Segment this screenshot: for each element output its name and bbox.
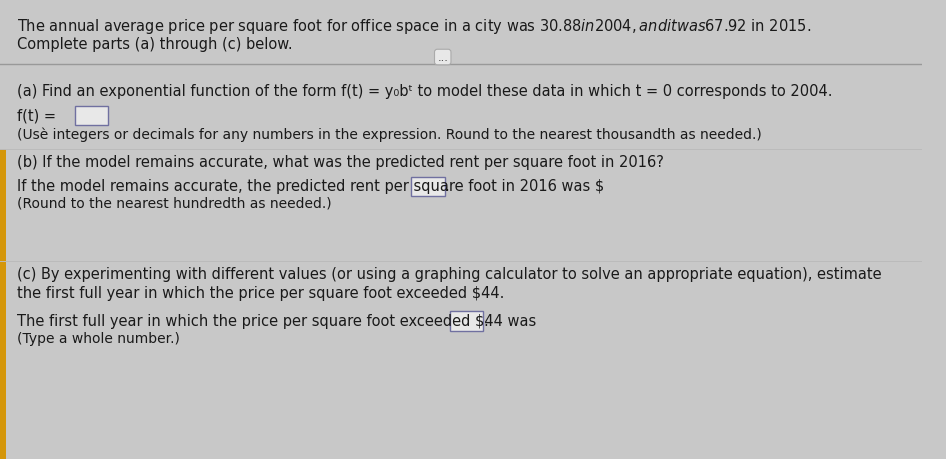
Text: f(t) =: f(t) = bbox=[17, 108, 61, 123]
Text: The annual average price per square foot for office space in a city was $30.88 i: The annual average price per square foot… bbox=[17, 17, 811, 36]
Text: The first full year in which the price per square foot exceeded $44 was: The first full year in which the price p… bbox=[17, 313, 535, 328]
Text: (Usè integers or decimals for any numbers in the expression. Round to the neares: (Usè integers or decimals for any number… bbox=[17, 128, 762, 142]
FancyBboxPatch shape bbox=[412, 178, 445, 197]
Text: .: . bbox=[445, 179, 449, 194]
Text: Complete parts (a) through (c) below.: Complete parts (a) through (c) below. bbox=[17, 37, 292, 52]
Text: (b) If the model remains accurate, what was the predicted rent per square foot i: (b) If the model remains accurate, what … bbox=[17, 155, 663, 170]
Bar bbox=[0, 150, 6, 262]
Text: If the model remains accurate, the predicted rent per square foot in 2016 was $: If the model remains accurate, the predi… bbox=[17, 179, 604, 194]
Text: (Round to the nearest hundredth as needed.): (Round to the nearest hundredth as neede… bbox=[17, 196, 331, 210]
Bar bbox=[0, 262, 6, 459]
Text: (Type a whole number.): (Type a whole number.) bbox=[17, 331, 180, 345]
Text: (a) Find an exponential function of the form f(t) = y₀bᵗ to model these data in : (a) Find an exponential function of the … bbox=[17, 84, 832, 99]
Text: ...: ... bbox=[437, 53, 448, 63]
Text: .: . bbox=[483, 313, 488, 328]
FancyBboxPatch shape bbox=[75, 106, 108, 126]
Text: (c) By experimenting with different values (or using a graphing calculator to so: (c) By experimenting with different valu… bbox=[17, 266, 882, 281]
FancyBboxPatch shape bbox=[450, 312, 483, 331]
Text: the first full year in which the price per square foot exceeded $44.: the first full year in which the price p… bbox=[17, 285, 504, 301]
